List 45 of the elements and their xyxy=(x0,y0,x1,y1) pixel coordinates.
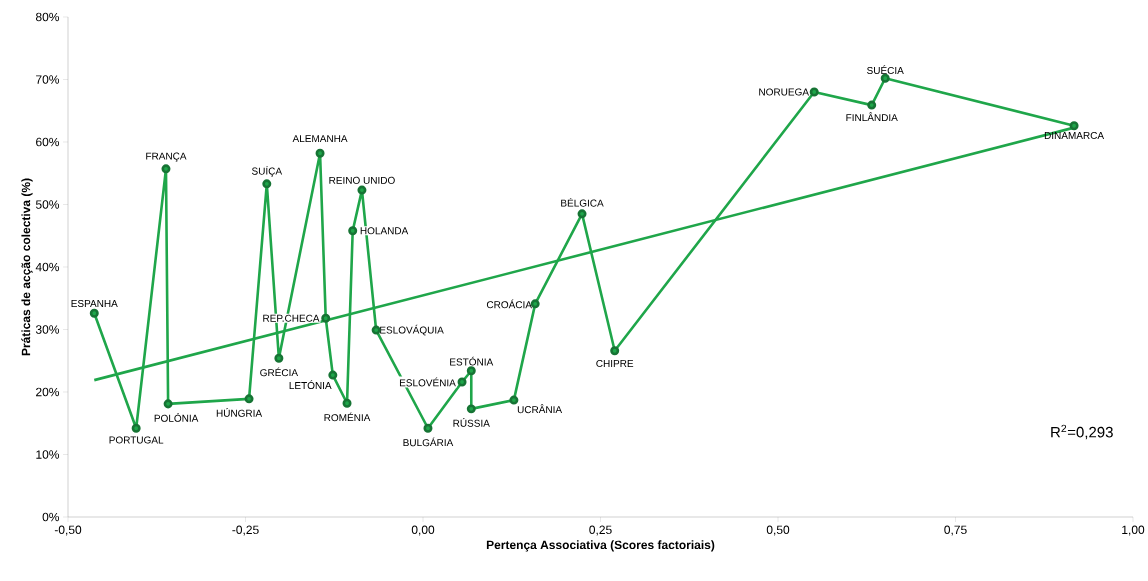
annotation: ESLOVÉNIA xyxy=(399,377,456,387)
annotation: FRANÇA xyxy=(146,152,187,162)
annotation: HOLANDA xyxy=(360,227,409,235)
x-tick-label: -0,25 xyxy=(232,525,259,536)
y-tick-label: 60% xyxy=(36,137,60,147)
annotation: ESLOVÁQUIA xyxy=(380,324,444,336)
annotation: BULGÁRIA xyxy=(403,437,454,447)
annotation: SUÉCIA xyxy=(867,65,904,75)
annotation: LETÓNIA xyxy=(289,380,332,390)
y-tick-label: 80% xyxy=(35,12,60,22)
y-tick-label: 30% xyxy=(35,325,60,334)
x-tick-label: 1,00 xyxy=(1122,525,1145,536)
x-tick-label: 0,75 xyxy=(944,525,967,536)
annotation: REP.CHECA xyxy=(263,314,320,322)
annotation: CROÁCIA xyxy=(486,299,532,309)
x-tick-label: 0,00 xyxy=(411,525,435,536)
y-tick-label: 0% xyxy=(42,512,60,522)
annotation: HÚNGRIA xyxy=(216,408,263,417)
annotation: UCRÂNIA xyxy=(517,404,563,414)
annotation: CHIPRE xyxy=(596,359,634,368)
y-tick-label: 40% xyxy=(35,262,60,272)
x-tick-label: 0,50 xyxy=(766,525,790,536)
x-tick-label: 0,25 xyxy=(589,525,612,536)
y-tick-label: 20% xyxy=(36,387,60,397)
annotation: DINAMARCA xyxy=(1044,131,1105,140)
y-tick-label: 50% xyxy=(35,200,60,209)
x-axis-title: Pertença Associativa (Scores factoriais) xyxy=(486,540,715,552)
annotation: ESPANHA xyxy=(71,299,118,308)
y-tick-label: 70% xyxy=(36,75,60,84)
annotation: BÉLGICA xyxy=(561,197,604,207)
annotation: ESTÓNIA xyxy=(450,356,494,366)
y-tick-label: 10% xyxy=(36,450,60,459)
annotation: R$^{2}$=0,293 xyxy=(1051,424,1113,440)
annotation: ALEMANHA xyxy=(292,135,348,143)
annotation: RÚSSIA xyxy=(453,418,490,427)
annotation: GRÉCIA xyxy=(260,367,299,377)
y-axis-title: Práticas de acção colectiva (%) xyxy=(21,178,33,356)
x-tick-label: -0,50 xyxy=(54,525,82,536)
annotation: SUÍÇA xyxy=(251,165,283,177)
annotation: PORTUGAL xyxy=(109,436,164,444)
annotation: NORUEGA xyxy=(759,88,809,96)
annotation: FINLÂNDIA xyxy=(846,112,898,122)
annotation: POLÓNIA xyxy=(154,413,199,422)
annotation: ROMÉNIA xyxy=(324,412,371,422)
annotation: REINO UNIDO xyxy=(329,176,395,184)
